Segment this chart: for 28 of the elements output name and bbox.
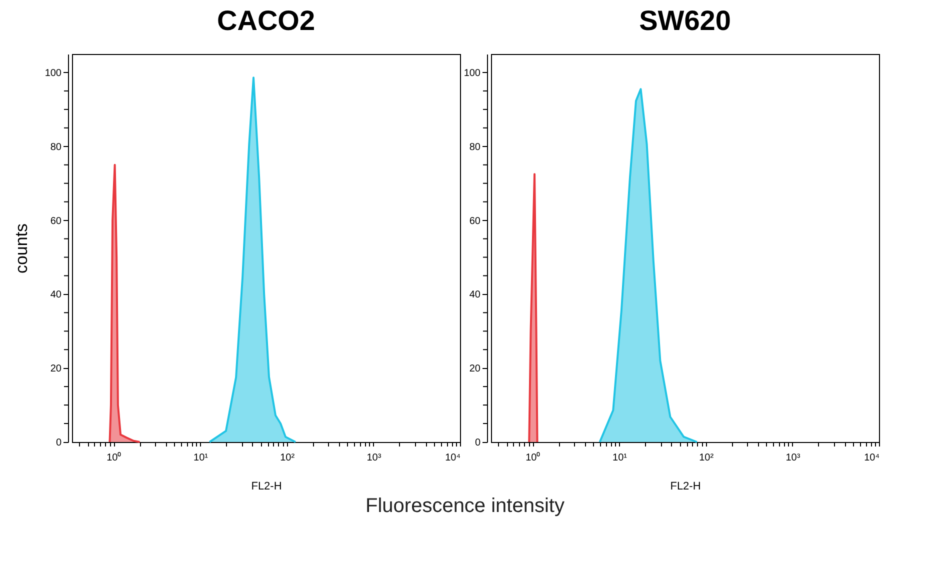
- y-tick-label: 80: [469, 142, 481, 153]
- x-tick-label: 10¹: [612, 452, 628, 464]
- x-tick-label: 10²: [280, 452, 296, 464]
- x-tick-label: 10⁰: [526, 452, 541, 464]
- x-tick-label: 10³: [366, 452, 382, 464]
- y-tick-label: 60: [50, 216, 62, 227]
- x-axis-title: FL2-H: [251, 480, 282, 492]
- y-tick-label: 80: [50, 142, 62, 153]
- y-tick-label: 0: [474, 438, 481, 448]
- x-tick-label: 10⁴: [445, 452, 460, 464]
- y-tick-label: 0: [56, 438, 62, 448]
- y-tick-label: 40: [50, 290, 62, 301]
- text: Fluorescence intensity: [364, 495, 566, 518]
- y-tick-label: 100: [464, 68, 481, 79]
- x-axis-title: FL2-H: [670, 480, 701, 492]
- x-tick-label: 10³: [786, 452, 801, 464]
- y-tick-label: 20: [469, 364, 481, 375]
- y-tick-label: 40: [469, 290, 481, 301]
- x-tick-label: 10²: [699, 452, 714, 464]
- y-tick-label: 100: [44, 68, 62, 79]
- x-tick-label: 10¹: [194, 452, 209, 464]
- chart-title: CACO2: [216, 5, 316, 36]
- x-tick-label: 10⁰: [106, 452, 122, 464]
- y-tick-label: 20: [50, 364, 62, 375]
- y-tick-label: 60: [469, 216, 481, 227]
- chart-title: SW620: [639, 5, 731, 36]
- y-axis-title: counts: [12, 223, 31, 274]
- x-tick-label: 10⁴: [864, 452, 880, 464]
